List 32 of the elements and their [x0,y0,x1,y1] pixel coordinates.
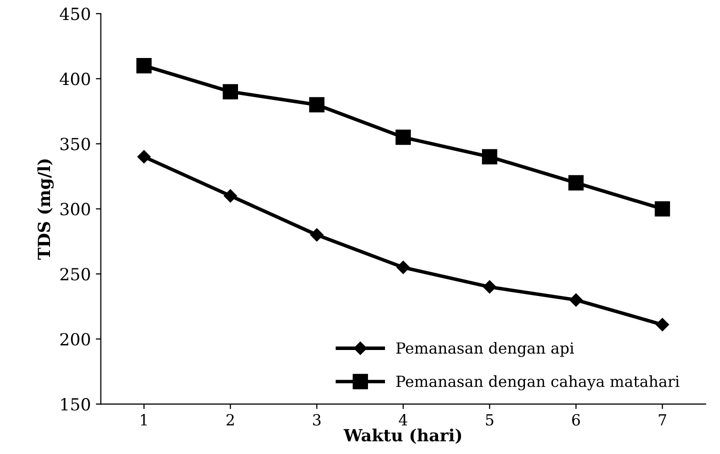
x-tick-label: 7 [658,414,666,426]
point [222,84,238,100]
y-tick-label: 400 [60,72,90,86]
y-tick-label: 250 [60,268,90,280]
point [482,149,498,164]
legend-label: Pemanasan dengan cahaya matahari [396,375,680,390]
x-tick-label: 4 [398,414,408,426]
x-tick-label: 1 [141,414,147,426]
point [310,228,324,242]
y-tick-label: 350 [60,138,90,150]
point [309,97,324,112]
x-tick-label: 5 [486,414,494,426]
y-tick-label: 300 [60,202,90,216]
point [396,130,411,145]
x-tick-label: 3 [313,414,321,426]
y-tick-label: 200 [60,332,90,346]
point [656,318,669,332]
point [136,58,152,74]
point [569,293,583,307]
point [137,150,151,164]
y-axis-title: TDS (mg/l) [37,159,54,260]
y-tick-label: 150 [61,398,90,411]
x-tick-label: 2 [226,414,234,426]
point [568,175,584,190]
point [654,201,670,216]
point [483,280,496,294]
legend-label: Pemanasan dengan api [396,342,574,357]
x-tick-label: 6 [572,414,580,426]
x-axis-title: Waktu (hari) [344,428,462,444]
point [224,189,237,202]
point [396,260,410,274]
y-tick-label: 450 [60,8,90,20]
